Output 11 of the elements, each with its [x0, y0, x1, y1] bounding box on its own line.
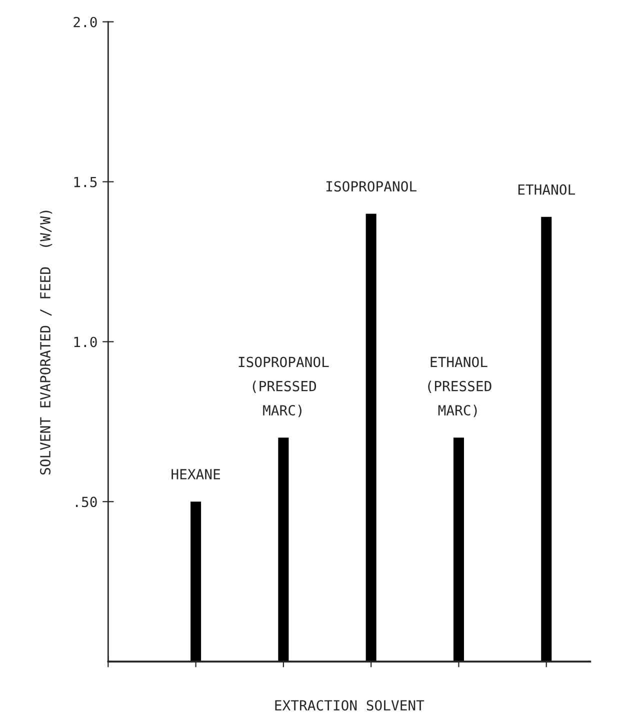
y-tick-label: 2.0: [74, 16, 97, 28]
x-tick-label: ISOPROPANOL (PRESSED MARC): [238, 356, 329, 418]
x-tick-label: ETHANOL: [518, 184, 575, 195]
x-tick-label: ISOPROPANOL: [326, 181, 416, 192]
y-tick-label: 1.5: [74, 176, 97, 188]
y-axis-title: SOLVENT EVAPORATED / FEED (W/W): [40, 210, 52, 475]
x-tick-label: HEXANE: [172, 469, 220, 480]
x-tick-label: ETHANOL (PRESSED MARC): [428, 356, 492, 418]
x-axis-title: EXTRACTION SOLVENT: [275, 700, 424, 711]
y-tick-label: 1.0: [74, 336, 97, 348]
y-tick-label: .50: [76, 496, 97, 508]
